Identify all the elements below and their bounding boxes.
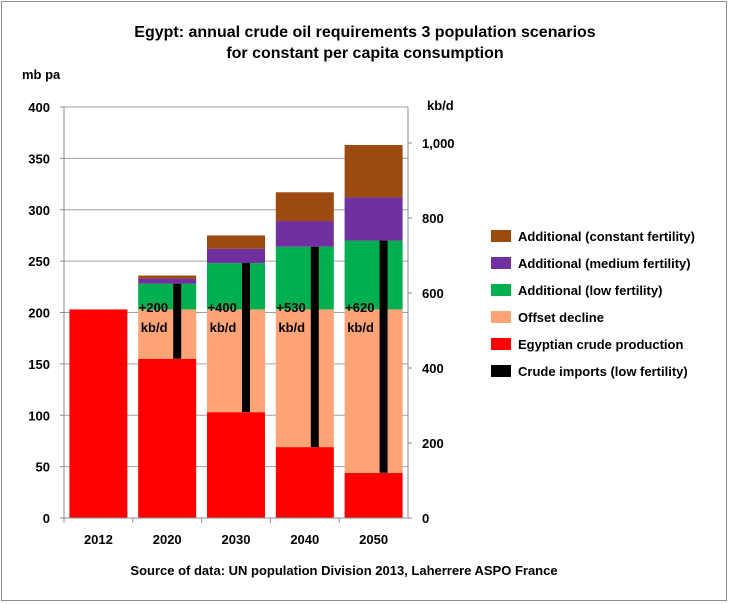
bar-segment <box>207 235 265 249</box>
y-tick-label-left: 250 <box>28 254 50 269</box>
legend-label: Additional (medium fertility) <box>518 256 691 271</box>
y-tick-label-left: 50 <box>36 460 50 475</box>
bar-segment <box>275 309 334 448</box>
y-tick-label-left: 400 <box>28 100 50 115</box>
bar-segment <box>138 283 197 310</box>
legend-swatch <box>491 230 511 242</box>
annotation-line1: +620 <box>345 300 374 315</box>
annotation-line1: +530 <box>276 300 305 315</box>
x-tick-label: 2050 <box>359 532 388 547</box>
bar-segment <box>344 472 403 518</box>
bar-segment <box>344 240 403 310</box>
bar-segment <box>275 246 334 310</box>
bar-segment <box>344 145 403 198</box>
legend-label: Offset decline <box>518 310 604 325</box>
y-tick-label-right: 1,000 <box>422 136 455 151</box>
legend-swatch <box>491 338 511 350</box>
annotation-line2: kb/d <box>210 320 237 335</box>
chart-title: Egypt: annual crude oil requirements 3 p… <box>134 24 596 41</box>
x-tick-label: 2030 <box>222 532 251 547</box>
bar-segment <box>138 358 197 518</box>
annotation-line2: kb/d <box>141 320 168 335</box>
y-tick-label-left: 100 <box>28 408 50 423</box>
annotation-line1: +400 <box>208 300 237 315</box>
y-tick-label-left: 200 <box>28 306 50 321</box>
legend-label: Additional (low fertility) <box>518 283 662 298</box>
y-tick-label-right: 800 <box>422 211 444 226</box>
bar-segment <box>207 248 265 264</box>
y-tick-label-right: 400 <box>422 361 444 376</box>
chart-subtitle: for constant per capita consumption <box>226 45 503 62</box>
y-axis-left-label: mb pa <box>22 67 61 82</box>
x-tick-label: 2020 <box>153 532 182 547</box>
y-tick-label-right: 0 <box>422 511 429 526</box>
y-tick-label-right: 200 <box>422 436 444 451</box>
bar-segment <box>207 309 265 413</box>
y-axis-right-label: kb/d <box>427 98 454 113</box>
annotation-line2: kb/d <box>347 320 374 335</box>
bar-segment <box>138 278 197 284</box>
annotation-line1: +200 <box>139 300 168 315</box>
source-note: Source of data: UN population Division 2… <box>130 563 557 578</box>
bar-segment <box>138 309 197 359</box>
y-tick-label-left: 350 <box>28 151 50 166</box>
legend-label: Crude imports (low fertility) <box>518 364 688 379</box>
y-tick-label-left: 300 <box>28 203 50 218</box>
legend-label: Additional (constant fertility) <box>518 229 695 244</box>
x-tick-label: 2040 <box>290 532 319 547</box>
bar-segment <box>207 412 265 518</box>
bar-segment <box>69 309 128 518</box>
annotation-line2: kb/d <box>278 320 305 335</box>
legend-swatch <box>491 284 511 296</box>
bar-segment <box>138 275 197 279</box>
y-tick-label-left: 150 <box>28 357 50 372</box>
legend-label: Egyptian crude production <box>518 337 683 352</box>
y-tick-label-left: 0 <box>43 511 50 526</box>
y-tick-label-right: 600 <box>422 286 444 301</box>
bar-segment <box>275 221 334 247</box>
x-tick-label: 2012 <box>84 532 113 547</box>
bar-segment <box>344 309 403 473</box>
legend-swatch <box>491 365 511 377</box>
legend-swatch <box>491 311 511 323</box>
bar-segment <box>344 197 403 241</box>
bar-segment <box>275 192 334 222</box>
bar-segment <box>207 263 265 310</box>
bar-segment <box>275 447 334 518</box>
legend-swatch <box>491 257 511 269</box>
